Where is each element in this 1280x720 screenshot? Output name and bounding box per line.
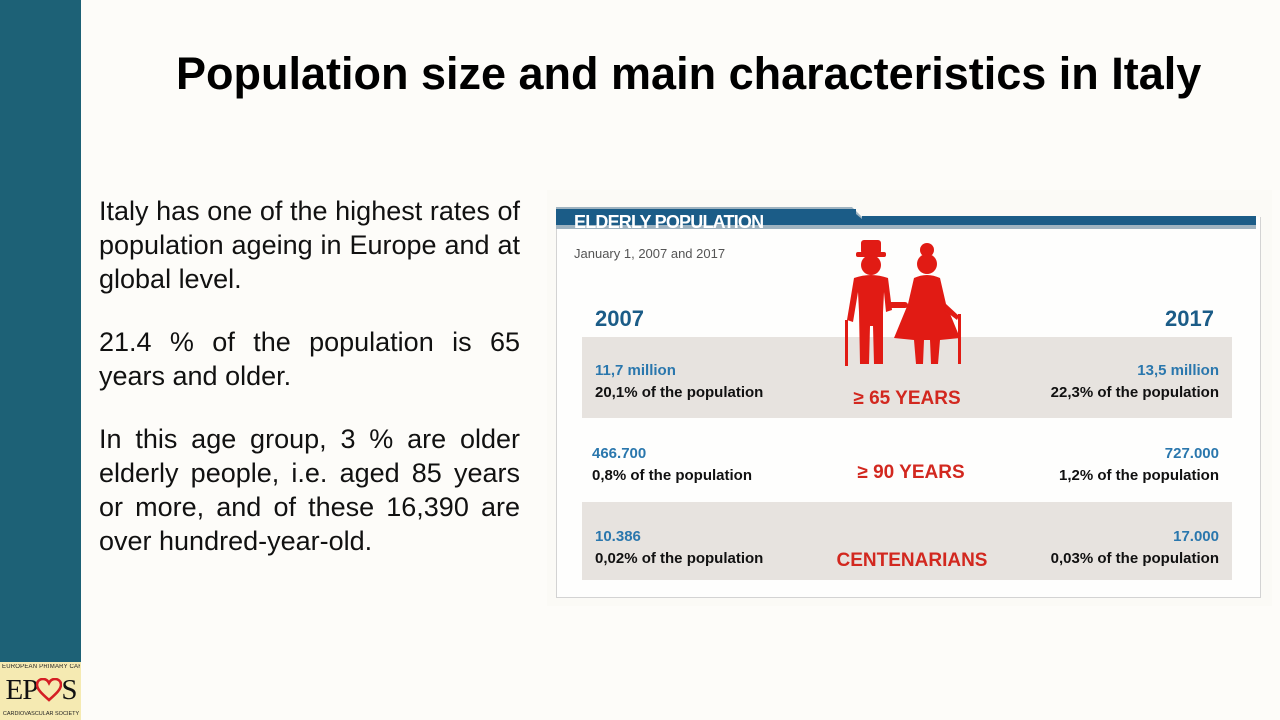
row-65-left-value: 11,7 million: [595, 362, 676, 379]
body-text: Italy has one of the highest rates of po…: [99, 194, 520, 587]
row-centenarians-left-pct: 0,02% of the population: [595, 550, 764, 567]
row-centenarians-right-pct: 0,03% of the population: [1050, 550, 1219, 567]
page-title: Population size and main characteristics…: [176, 48, 1202, 99]
year-2007: 2007: [595, 306, 644, 331]
year-2017: 2017: [1165, 306, 1214, 331]
row-centenarians-category: CENTENARIANS: [836, 550, 988, 571]
row-90-category: ≥ 90 YEARS: [857, 462, 965, 483]
logo-bottom-text: CARDIOVASCULAR SOCIETY: [2, 711, 80, 717]
row-centenarians-left-value: 10.386: [595, 528, 641, 545]
logo-top-text: EUROPEAN PRIMARY CARE: [2, 664, 80, 670]
heart-icon: [36, 678, 63, 702]
infographic-header: ELDERLY POPULATION: [574, 212, 764, 232]
row-65-category: ≥ 65 YEARS: [853, 388, 961, 409]
paragraph-ageing-rate: Italy has one of the highest rates of po…: [99, 196, 520, 294]
row-90-right-value: 727.000: [1164, 445, 1219, 462]
epcs-logo: EUROPEAN PRIMARY CARE EP S CARDIOVASCULA…: [0, 662, 81, 720]
row-centenarians-background: [582, 502, 1232, 580]
row-65-right-pct: 22,3% of the population: [1050, 384, 1219, 401]
paragraph-85-plus: In this age group, 3 % are older elderly…: [99, 424, 520, 556]
row-65-left-pct: 20,1% of the population: [595, 384, 764, 401]
logo-wordmark: EP S: [2, 670, 80, 710]
row-90-left-value: 466.700: [592, 445, 647, 462]
elderly-population-infographic: ELDERLY POPULATION January 1, 2007 and 2…: [547, 190, 1272, 606]
header-bar: [556, 207, 1256, 229]
logo-text-left: EP: [5, 673, 39, 706]
row-90-left-pct: 0,8% of the population: [592, 467, 752, 484]
paragraph-65-plus: 21.4 % of the population is 65 years and…: [99, 327, 520, 391]
left-accent-bar: [0, 0, 81, 662]
row-90-right-pct: 1,2% of the population: [1059, 467, 1219, 484]
row-centenarians-right-value: 17.000: [1173, 528, 1219, 545]
row-65-right-value: 13,5 million: [1137, 362, 1219, 379]
logo-text-right: S: [61, 673, 77, 706]
date-label: January 1, 2007 and 2017: [574, 246, 726, 261]
row-65-background: [582, 337, 1232, 418]
elderly-couple-icon: [845, 240, 961, 366]
